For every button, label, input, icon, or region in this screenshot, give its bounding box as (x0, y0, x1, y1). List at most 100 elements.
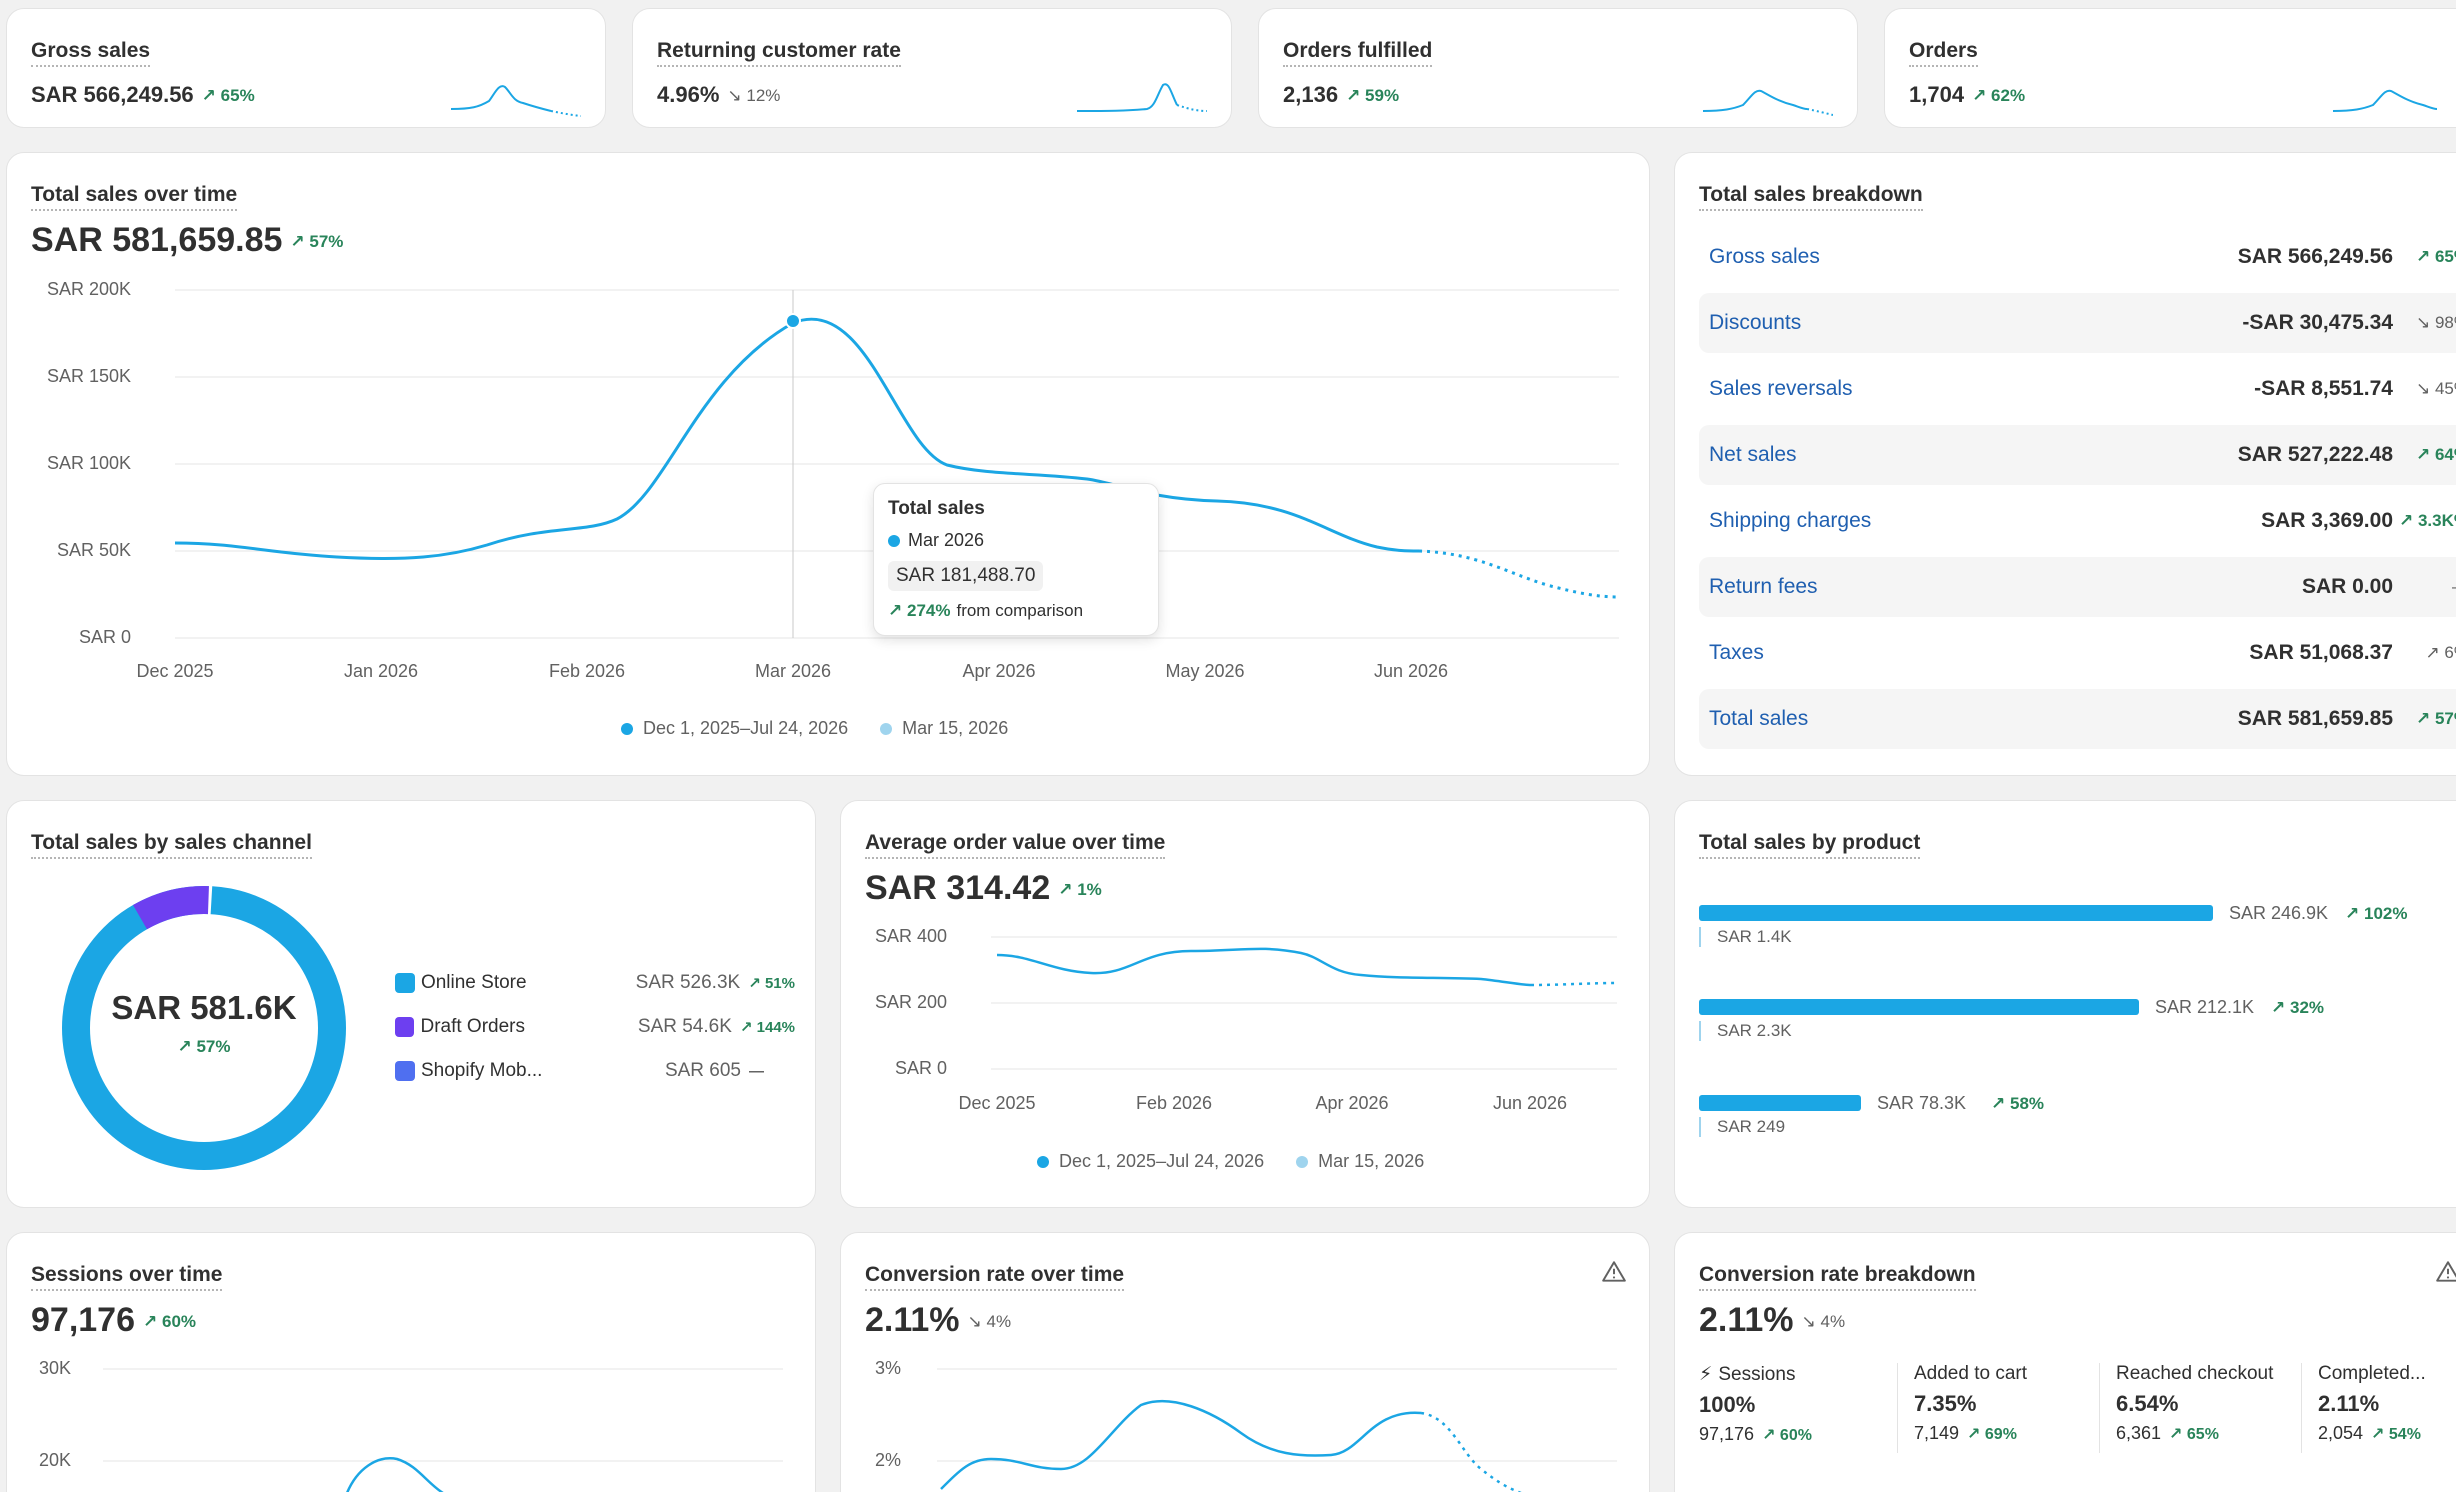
delta: ↘ 4% (1801, 1312, 1846, 1332)
product-value: SAR 212.1K (2155, 997, 2255, 1017)
kpi-card-returning-rate[interactable]: Returning customer rate 4.96% ↘ 12% (632, 8, 1232, 128)
breakdown-row[interactable]: Gross sales SAR 566,249.56 ↗ 65% (1699, 227, 2456, 287)
y-tick: SAR 150K (47, 366, 131, 386)
product-prev: SAR 249 (1699, 1117, 1785, 1137)
aov-card[interactable]: Average order value over time SAR 314.42… (840, 800, 1650, 1208)
breakdown-delta: ↗ 6% (2425, 643, 2456, 662)
product-value: SAR 246.9K (2229, 903, 2329, 923)
breakdown-label[interactable]: Return fees (1709, 575, 1818, 598)
breakdown-label[interactable]: Discounts (1709, 311, 1802, 334)
card-title: Sessions over time (31, 1263, 223, 1291)
channel-row[interactable]: Draft Orders SAR 54.6K ↗ 144% (395, 1005, 795, 1049)
funnel-step-reached-checkout[interactable]: Reached checkout 6.54% 6,361 ↗ 65% (2099, 1363, 2299, 1453)
x-tick: Jun 2026 (1493, 1093, 1567, 1113)
breakdown-label[interactable]: Sales reversals (1709, 377, 1853, 400)
breakdown-label[interactable]: Total sales (1709, 707, 1809, 730)
product-prev: SAR 1.4K (1699, 927, 1792, 947)
delta: ↘ 4% (967, 1312, 1012, 1332)
conversion-breakdown-card[interactable]: Conversion rate breakdown 2.11% ↘ 4% ⚡ Ses… (1674, 1232, 2456, 1492)
donut-slice-draft-orders (62, 886, 346, 1170)
channel-row[interactable]: Shopify Mob... SAR 605— (395, 1049, 795, 1093)
tooltip-value: SAR 181,488.70 (888, 561, 1044, 591)
breakdown-label[interactable]: Gross sales (1709, 245, 1820, 268)
funnel-pct: 2.11% (2318, 1391, 2380, 1416)
legend-item[interactable]: Dec 1, 2025–Jul 24, 2026 (1037, 1151, 1264, 1172)
breakdown-row[interactable]: Return fees SAR 0.00— (1699, 557, 2456, 617)
breakdown-value: SAR 566,249.56 (2237, 245, 2393, 268)
legend-item[interactable]: Mar 15, 2026 (1296, 1151, 1424, 1172)
x-tick: Apr 2026 (1315, 1093, 1388, 1113)
sales-product-card[interactable]: Total sales by product SAR 246.9K ↗ 102%… (1674, 800, 2456, 1208)
kpi-delta: ↗ 59% (1346, 86, 1400, 106)
legend-item[interactable]: Mar 15, 2026 (880, 718, 1008, 739)
y-tick: 2% (875, 1450, 901, 1470)
warning-icon[interactable] (2435, 1259, 2456, 1285)
card-title: Total sales by sales channel (31, 831, 312, 859)
conv-breakdown-value: 2.11% ↘ 4% (1699, 1301, 1846, 1339)
sparkline (451, 85, 581, 117)
y-tick: SAR 400 (875, 926, 947, 946)
breakdown-label[interactable]: Shipping charges (1709, 509, 1872, 532)
sessions-value: 97,176 ↗ 60% (31, 1301, 197, 1339)
x-tick: Jan 2026 (344, 661, 418, 681)
legend-swatch (395, 1061, 415, 1081)
card-title: Total sales over time (31, 183, 238, 211)
kpi-title: Gross sales (31, 39, 151, 67)
tooltip-comparison: ↗ 274% from comparison (888, 601, 1084, 620)
funnel-step-sessions[interactable]: ⚡ Sessions 100% 97,176 ↗ 60% (1699, 1363, 1899, 1453)
funnel-step-added-to-cart[interactable]: Added to cart 7.35% 7,149 ↗ 69% (1897, 1363, 2097, 1453)
breakdown-row[interactable]: Sales reversals -SAR 8,551.74 ↘ 45% (1699, 359, 2456, 419)
conversion-value: 2.11% ↘ 4% (865, 1301, 1012, 1339)
card-title: Conversion rate over time (865, 1263, 1125, 1291)
breakdown-value: SAR 0.00 (2301, 575, 2393, 598)
breakdown-row[interactable]: Net sales SAR 527,222.48 ↗ 64% (1699, 425, 2456, 485)
product-prev: SAR 2.3K (1699, 1021, 1792, 1041)
kpi-card-orders[interactable]: Orders 1,704 ↗ 62% (1884, 8, 2456, 128)
y-tick: SAR 50K (57, 540, 131, 560)
delta: ↗ 1% (1058, 880, 1102, 900)
breakdown-value: -SAR 8,551.74 (2254, 377, 2393, 400)
chart-legend: Dec 1, 2025–Jul 24, 2026 Mar 15, 2026 (1037, 1151, 1424, 1172)
breakdown-row[interactable]: Taxes SAR 51,068.37 ↗ 6% (1699, 623, 2456, 683)
channel-row[interactable]: Online Store SAR 526.3K ↗ 51% (395, 961, 795, 1005)
aov-value: SAR 314.42 ↗ 1% (865, 869, 1102, 907)
kpi-card-orders-fulfilled[interactable]: Orders fulfilled 2,136 ↗ 59% (1258, 8, 1858, 128)
breakdown-row[interactable]: Discounts -SAR 30,475.34 ↘ 98% (1699, 293, 2456, 353)
sales-breakdown-card[interactable]: Total sales breakdown Gross sales SAR 566… (1674, 152, 2456, 776)
breakdown-delta: ↗ 64% (2415, 445, 2456, 464)
delta: ↗ 57% (290, 232, 344, 252)
kpi-title: Orders fulfilled (1283, 39, 1433, 67)
hover-point (785, 313, 801, 329)
breakdown-delta: ↗ 57% (2415, 709, 2456, 728)
breakdown-label[interactable]: Net sales (1709, 443, 1797, 466)
x-tick: Jun 2026 (1374, 661, 1448, 681)
breakdown-delta: ↘ 98% (2415, 313, 2456, 332)
breakdown-row[interactable]: Total sales SAR 581,659.85 ↗ 57% (1699, 689, 2456, 749)
sessions-card[interactable]: Sessions over time 97,176 ↗ 60% 30K 20K (6, 1232, 816, 1492)
x-tick: Mar 2026 (755, 661, 831, 681)
breakdown-row[interactable]: Shipping charges SAR 3,369.00 ↗ 3.3K% (1699, 491, 2456, 551)
kpi-value: 4.96% ↘ 12% (657, 82, 781, 107)
legend-item[interactable]: Dec 1, 2025–Jul 24, 2026 (621, 718, 848, 739)
sparkline (1703, 89, 1833, 116)
x-tick: May 2026 (1165, 661, 1244, 681)
kpi-title: Returning customer rate (657, 39, 901, 67)
card-title: Total sales by product (1699, 831, 1921, 859)
donut-slice-online-store (62, 886, 346, 1170)
sales-channel-card[interactable]: Total sales by sales channel SAR 581.6K … (6, 800, 816, 1208)
product-value: SAR 78.3K (1877, 1093, 1967, 1113)
donut-gap (60, 885, 347, 1171)
conversion-card[interactable]: Conversion rate over time 2.11% ↘ 4% 3% 2… (840, 1232, 1650, 1492)
breakdown-label[interactable]: Taxes (1709, 641, 1764, 664)
funnel-pct: 7.35% (1914, 1391, 1977, 1416)
total-sales-card[interactable]: Total sales over time SAR 581,659.85 ↗ 57… (6, 152, 1650, 776)
y-tick: 20K (39, 1450, 71, 1470)
breakdown-delta: ↗ 65% (2415, 247, 2456, 266)
series-projection (1530, 981, 1618, 987)
funnel-step-completed[interactable]: Completed... 2.11% 2,054 ↗ 54% (2301, 1363, 2456, 1453)
breakdown-value: SAR 581,659.85 (2237, 707, 2393, 730)
legend-dot-icon (621, 722, 633, 735)
warning-icon[interactable] (1601, 1259, 1627, 1285)
y-tick: SAR 200 (875, 992, 947, 1012)
kpi-card-gross-sales[interactable]: Gross sales SAR 566,249.56 ↗ 65% (6, 8, 606, 128)
